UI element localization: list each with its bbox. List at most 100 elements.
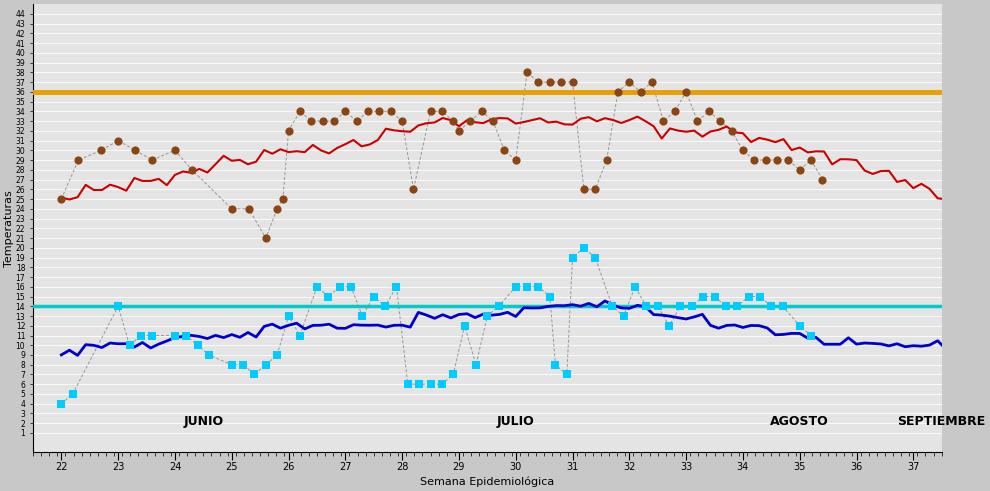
- Point: [423, 108, 439, 115]
- Point: [559, 371, 575, 379]
- Point: [730, 302, 745, 310]
- Point: [655, 117, 671, 125]
- Point: [411, 381, 427, 388]
- Point: [712, 117, 728, 125]
- Point: [531, 78, 546, 86]
- Point: [451, 127, 467, 135]
- Point: [394, 117, 410, 125]
- Point: [633, 88, 648, 96]
- Point: [269, 351, 285, 359]
- Point: [224, 205, 240, 213]
- Point: [763, 302, 779, 310]
- Point: [64, 390, 80, 398]
- Point: [377, 302, 393, 310]
- X-axis label: Semana Epidemiológica: Semana Epidemiológica: [420, 476, 554, 487]
- Point: [587, 186, 603, 193]
- Point: [752, 293, 768, 300]
- Point: [604, 302, 620, 310]
- Point: [371, 108, 387, 115]
- Point: [508, 283, 524, 291]
- Point: [269, 205, 285, 213]
- Point: [803, 156, 819, 164]
- Point: [184, 166, 200, 174]
- Point: [678, 88, 694, 96]
- Point: [446, 117, 461, 125]
- Point: [423, 381, 439, 388]
- Point: [667, 108, 683, 115]
- Point: [644, 78, 660, 86]
- Y-axis label: Temperaturas: Temperaturas: [4, 190, 14, 267]
- Point: [344, 283, 359, 291]
- Point: [190, 341, 206, 349]
- Point: [775, 302, 791, 310]
- Point: [53, 400, 69, 408]
- Point: [690, 117, 706, 125]
- Point: [780, 156, 796, 164]
- Point: [280, 127, 296, 135]
- Point: [128, 146, 144, 154]
- Point: [769, 156, 785, 164]
- Point: [672, 302, 688, 310]
- Point: [684, 302, 700, 310]
- Point: [564, 78, 580, 86]
- Point: [746, 156, 762, 164]
- Point: [434, 108, 449, 115]
- Point: [326, 117, 342, 125]
- Point: [718, 302, 734, 310]
- Point: [70, 156, 86, 164]
- Point: [639, 302, 654, 310]
- Point: [383, 108, 399, 115]
- Point: [315, 117, 331, 125]
- Point: [446, 371, 461, 379]
- Point: [610, 88, 626, 96]
- Point: [201, 351, 217, 359]
- Point: [542, 293, 557, 300]
- Point: [803, 331, 819, 339]
- Point: [338, 108, 353, 115]
- Point: [354, 312, 370, 320]
- Point: [496, 146, 512, 154]
- Point: [757, 156, 773, 164]
- Point: [468, 361, 484, 369]
- Point: [292, 108, 308, 115]
- Point: [462, 117, 478, 125]
- Point: [553, 78, 569, 86]
- Point: [53, 195, 69, 203]
- Point: [547, 361, 563, 369]
- Point: [479, 312, 495, 320]
- Point: [649, 302, 665, 310]
- Point: [741, 293, 756, 300]
- Point: [564, 254, 580, 262]
- Point: [145, 331, 160, 339]
- Point: [321, 293, 337, 300]
- Point: [542, 78, 557, 86]
- Point: [616, 312, 632, 320]
- Point: [258, 234, 274, 242]
- Point: [627, 283, 643, 291]
- Point: [491, 302, 507, 310]
- Point: [701, 108, 717, 115]
- Point: [303, 117, 319, 125]
- Point: [110, 302, 126, 310]
- Point: [275, 195, 291, 203]
- Point: [167, 146, 183, 154]
- Point: [474, 108, 490, 115]
- Point: [258, 361, 274, 369]
- Point: [93, 146, 109, 154]
- Point: [587, 254, 603, 262]
- Point: [366, 293, 382, 300]
- Point: [707, 293, 723, 300]
- Point: [661, 322, 677, 329]
- Point: [519, 68, 535, 76]
- Point: [280, 312, 296, 320]
- Point: [519, 283, 535, 291]
- Point: [110, 136, 126, 144]
- Point: [360, 108, 376, 115]
- Point: [724, 127, 740, 135]
- Point: [167, 331, 183, 339]
- Point: [815, 176, 831, 184]
- Point: [145, 156, 160, 164]
- Point: [178, 331, 194, 339]
- Point: [400, 381, 416, 388]
- Point: [599, 156, 615, 164]
